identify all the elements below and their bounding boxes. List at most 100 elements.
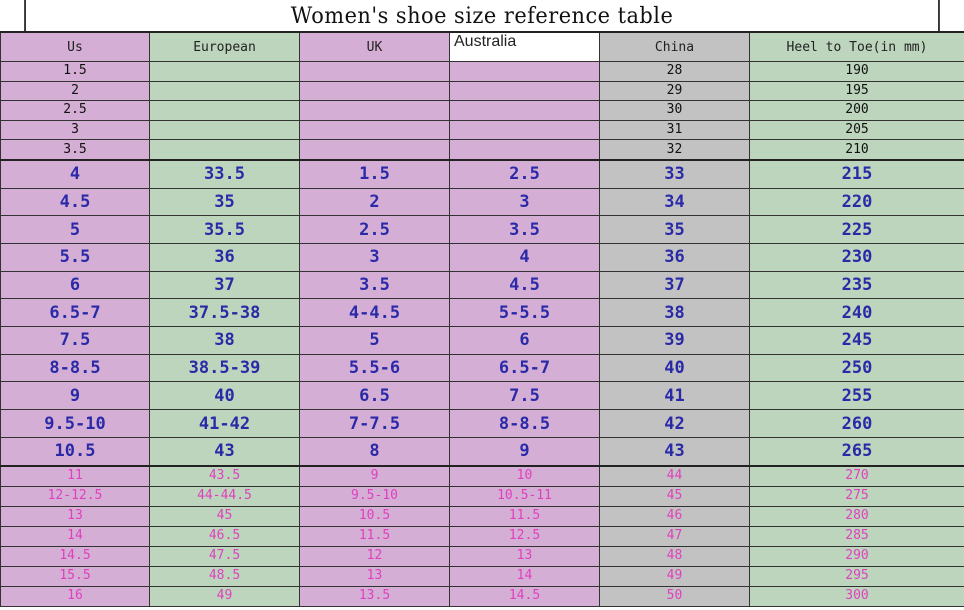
cell-uk: 3.5: [299, 270, 450, 300]
cell-us: 6.5-7: [0, 298, 150, 328]
table-row: 14.5 47.5 12 13 48 290: [0, 545, 964, 567]
cell-uk: 3: [299, 243, 450, 272]
cell-uk: [299, 80, 450, 102]
cell-european: 43.5: [149, 464, 300, 487]
table-row: 16 49 13.5 14.5 50 300: [0, 585, 964, 607]
cell-australia: 6.5-7: [449, 353, 600, 383]
table-row: 2.5 30 200: [0, 100, 964, 121]
cell-heel-to-toe: 245: [749, 326, 964, 355]
cell-us: 6: [0, 270, 150, 300]
cell-us: 4.5: [0, 187, 150, 217]
cell-china: 44: [599, 464, 750, 487]
cell-european: 33.5: [149, 158, 300, 189]
cell-heel-to-toe: 295: [749, 565, 964, 587]
cell-uk: [299, 139, 450, 161]
table-row: 9.5-10 41-42 7-7.5 8-8.5 42 260: [0, 409, 964, 438]
table-row: 4 33.5 1.5 2.5 33 215: [0, 158, 964, 189]
cell-us: 2.5: [0, 100, 150, 121]
cell-china: 38: [599, 298, 750, 328]
table-row: 3 31 205: [0, 119, 964, 141]
table-row: 9 40 6.5 7.5 41 255: [0, 381, 964, 411]
cell-european: 41-42: [149, 409, 300, 438]
cell-european: 37.5-38: [149, 298, 300, 328]
cell-us: 3: [0, 119, 150, 141]
cell-heel-to-toe: 195: [749, 80, 964, 102]
cell-us: 10.5: [0, 436, 150, 467]
cell-uk: 4-4.5: [299, 298, 450, 328]
cell-uk: [299, 100, 450, 121]
table-row: 5.5 36 3 4 36 230: [0, 243, 964, 272]
cell-china: 36: [599, 243, 750, 272]
cell-china: 49: [599, 565, 750, 587]
table-row: 14 46.5 11.5 12.5 47 285: [0, 525, 964, 547]
cell-uk: 2.5: [299, 215, 450, 245]
cell-australia: [449, 119, 600, 141]
cell-uk: [299, 119, 450, 141]
cell-uk: 13.5: [299, 585, 450, 607]
cell-australia: [449, 139, 600, 161]
cell-china: 46: [599, 505, 750, 527]
cell-european: 49: [149, 585, 300, 607]
cell-australia: 10.5-11: [449, 485, 600, 507]
table-row: 11 43.5 9 10 44 270: [0, 464, 964, 487]
cell-us: 14.5: [0, 545, 150, 567]
table-row: 5 35.5 2.5 3.5 35 225: [0, 215, 964, 245]
cell-uk: 6.5: [299, 381, 450, 411]
cell-australia: 14.5: [449, 585, 600, 607]
header-row: Us European UK Australia China Heel to Toe(in…: [0, 31, 964, 62]
cell-uk: 1.5: [299, 158, 450, 189]
cell-european: 36: [149, 243, 300, 272]
cell-european: 40: [149, 381, 300, 411]
cell-heel-to-toe: 300: [749, 585, 964, 607]
cell-us: 1.5: [0, 61, 150, 82]
cell-china: 31: [599, 119, 750, 141]
cell-uk: 7-7.5: [299, 409, 450, 438]
cell-us: 15.5: [0, 565, 150, 587]
cell-european: 48.5: [149, 565, 300, 587]
cell-australia: 11.5: [449, 505, 600, 527]
cell-china: 29: [599, 80, 750, 102]
cell-us: 2: [0, 80, 150, 102]
cell-china: 42: [599, 409, 750, 438]
cell-china: 35: [599, 215, 750, 245]
cell-china: 33: [599, 158, 750, 189]
cell-australia: 3.5: [449, 215, 600, 245]
cell-australia: [449, 80, 600, 102]
cell-european: 38.5-39: [149, 353, 300, 383]
cell-european: 47.5: [149, 545, 300, 567]
cell-australia: 8-8.5: [449, 409, 600, 438]
table-row: 2 29 195: [0, 80, 964, 102]
cell-european: 46.5: [149, 525, 300, 547]
cell-heel-to-toe: 260: [749, 409, 964, 438]
cell-european: [149, 139, 300, 161]
cell-australia: 14: [449, 565, 600, 587]
cell-european: 43: [149, 436, 300, 467]
cell-heel-to-toe: 280: [749, 505, 964, 527]
cell-european: [149, 100, 300, 121]
cell-australia: 6: [449, 326, 600, 355]
cell-australia: 4.5: [449, 270, 600, 300]
cell-uk: 13: [299, 565, 450, 587]
cell-uk: 12: [299, 545, 450, 567]
cell-china: 34: [599, 187, 750, 217]
table-title: Women's shoe size reference table: [24, 0, 940, 31]
table-row: 8-8.5 38.5-39 5.5-6 6.5-7 40 250: [0, 353, 964, 383]
cell-european: 45: [149, 505, 300, 527]
table-row: 6.5-7 37.5-38 4-4.5 5-5.5 38 240: [0, 298, 964, 328]
cell-australia: 5-5.5: [449, 298, 600, 328]
cell-us: 13: [0, 505, 150, 527]
header-china: China: [599, 31, 750, 62]
cell-uk: 8: [299, 436, 450, 467]
header-australia: Australia: [449, 31, 600, 62]
cell-uk: 9.5-10: [299, 485, 450, 507]
cell-china: 32: [599, 139, 750, 161]
header-us: Us: [0, 31, 150, 62]
cell-european: 37: [149, 270, 300, 300]
cell-australia: 4: [449, 243, 600, 272]
cell-china: 50: [599, 585, 750, 607]
cell-heel-to-toe: 235: [749, 270, 964, 300]
cell-heel-to-toe: 250: [749, 353, 964, 383]
table-row: 4.5 35 2 3 34 220: [0, 187, 964, 217]
cell-australia: [449, 100, 600, 121]
cell-heel-to-toe: 275: [749, 485, 964, 507]
